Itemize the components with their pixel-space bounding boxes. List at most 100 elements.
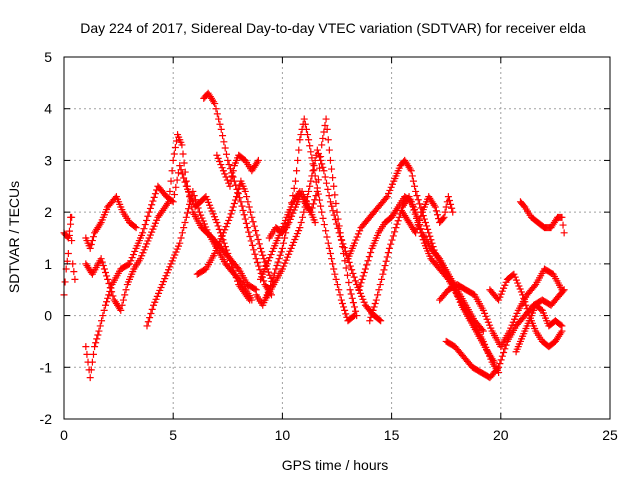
data-point bbox=[88, 358, 96, 366]
data-point bbox=[199, 217, 207, 225]
data-point bbox=[328, 255, 336, 263]
data-point bbox=[286, 215, 294, 223]
data-point bbox=[252, 227, 260, 235]
data-point bbox=[449, 208, 457, 216]
data-point bbox=[93, 335, 101, 343]
data-point bbox=[287, 244, 295, 252]
data-point bbox=[515, 282, 523, 290]
data-point bbox=[322, 227, 330, 235]
data-point bbox=[168, 257, 176, 265]
data-point bbox=[240, 211, 248, 219]
data-point bbox=[560, 229, 568, 237]
data-point bbox=[296, 224, 304, 232]
data-point bbox=[559, 221, 567, 229]
data-point bbox=[356, 289, 364, 297]
data-point bbox=[483, 315, 491, 323]
data-point bbox=[310, 162, 318, 170]
data-point bbox=[447, 200, 455, 208]
data-point bbox=[304, 131, 312, 139]
data-point bbox=[434, 253, 442, 261]
data-point bbox=[124, 261, 132, 269]
data-point bbox=[139, 229, 147, 237]
data-point bbox=[365, 253, 373, 261]
data-point bbox=[131, 247, 139, 255]
data-point bbox=[323, 125, 331, 133]
data-point bbox=[170, 254, 178, 262]
data-point bbox=[249, 218, 257, 226]
data-point bbox=[307, 148, 315, 156]
data-point bbox=[253, 158, 261, 166]
data-point bbox=[406, 165, 414, 173]
y-tick-label: 2 bbox=[44, 204, 52, 220]
data-point bbox=[394, 217, 402, 225]
data-point bbox=[408, 172, 416, 180]
data-point bbox=[144, 318, 152, 326]
data-point bbox=[167, 177, 175, 185]
data-point bbox=[510, 270, 518, 278]
y-tick-labels: -2 -1 0 1 2 3 4 5 bbox=[40, 49, 53, 427]
data-point bbox=[177, 234, 185, 242]
data-point bbox=[144, 237, 152, 245]
data-point bbox=[218, 164, 226, 172]
data-point bbox=[221, 226, 229, 234]
data-point bbox=[172, 137, 180, 145]
data-point bbox=[219, 132, 227, 140]
data-point bbox=[143, 216, 151, 224]
data-point bbox=[423, 222, 431, 230]
data-point bbox=[357, 279, 365, 287]
data-point bbox=[146, 204, 154, 212]
data-point bbox=[268, 247, 276, 255]
data-point bbox=[234, 189, 242, 197]
data-point bbox=[448, 204, 456, 212]
data-point bbox=[479, 327, 487, 335]
data-point bbox=[86, 244, 94, 252]
data-point bbox=[203, 226, 211, 234]
grid-lines bbox=[64, 57, 610, 419]
data-point bbox=[524, 308, 532, 316]
data-point bbox=[176, 239, 184, 247]
data-point bbox=[281, 259, 289, 267]
data-point bbox=[379, 270, 387, 278]
data-point bbox=[340, 244, 348, 252]
data-point bbox=[323, 233, 331, 241]
data-point bbox=[421, 218, 429, 226]
data-point bbox=[126, 260, 134, 268]
data-point bbox=[358, 275, 366, 283]
data-point bbox=[356, 282, 364, 290]
data-point bbox=[213, 110, 221, 118]
data-point bbox=[227, 177, 235, 185]
data-point bbox=[326, 198, 334, 206]
chart-title: Day 224 of 2017, Sidereal Day-to-day VTE… bbox=[80, 20, 586, 36]
data-point bbox=[334, 224, 342, 232]
series-arc-7 bbox=[213, 151, 262, 190]
data-point bbox=[194, 204, 202, 212]
data-point bbox=[227, 210, 235, 218]
data-point bbox=[321, 173, 329, 181]
data-point bbox=[388, 180, 396, 188]
data-point bbox=[318, 208, 326, 216]
data-point bbox=[264, 257, 272, 265]
data-point bbox=[168, 167, 176, 175]
data-point bbox=[352, 307, 360, 315]
data-point bbox=[146, 231, 154, 239]
data-point bbox=[259, 251, 267, 259]
data-point bbox=[412, 187, 420, 195]
data-point bbox=[179, 150, 187, 158]
data-point bbox=[416, 200, 424, 208]
data-point bbox=[151, 190, 159, 198]
data-point bbox=[225, 216, 233, 224]
data-point bbox=[312, 192, 320, 200]
data-point bbox=[156, 286, 164, 294]
y-tick-label: 4 bbox=[44, 101, 52, 117]
data-point bbox=[143, 240, 151, 248]
data-point bbox=[439, 215, 447, 223]
data-point bbox=[413, 192, 421, 200]
data-point bbox=[513, 309, 521, 317]
data-point bbox=[143, 322, 151, 330]
data-point bbox=[482, 343, 490, 351]
data-point bbox=[263, 260, 271, 268]
data-point bbox=[182, 177, 190, 185]
data-point bbox=[223, 220, 231, 228]
data-point bbox=[254, 235, 262, 243]
data-point bbox=[299, 191, 307, 199]
